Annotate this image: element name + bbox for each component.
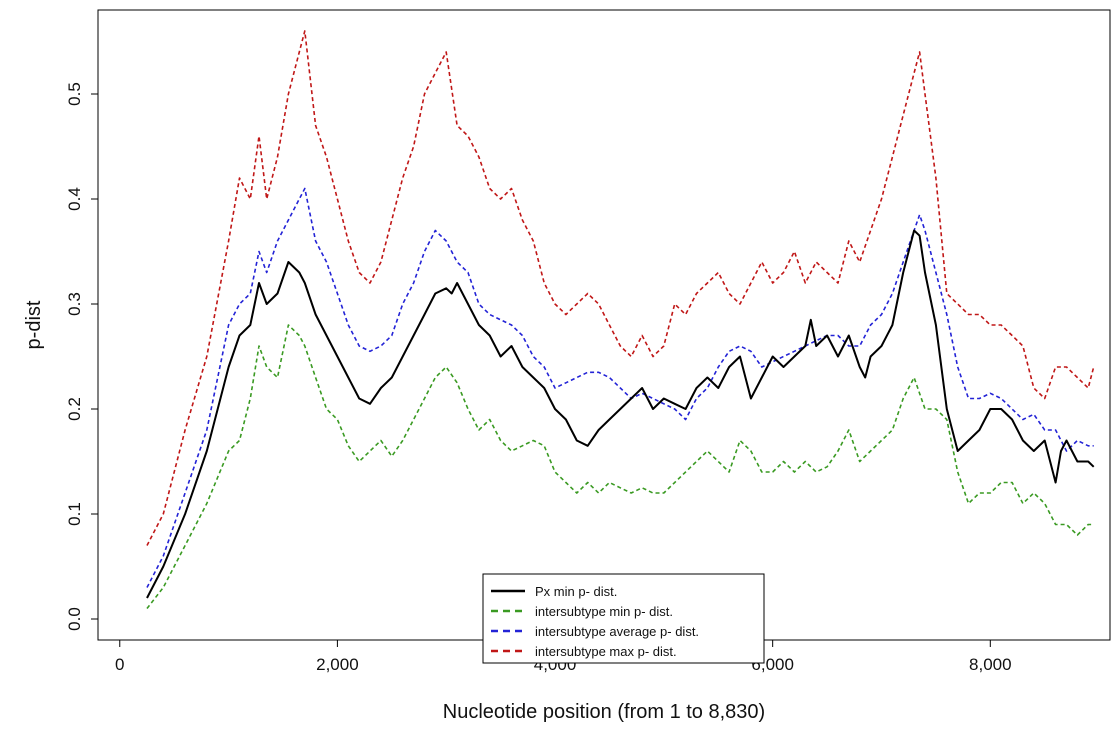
legend-label-0: Px min p- dist. (535, 584, 617, 599)
series-line-3 (146, 30, 1095, 546)
y-axis-label: p-dist (23, 300, 45, 349)
series-layer (146, 30, 1095, 609)
series-line-2 (146, 187, 1094, 588)
y-tick-label: 0.5 (65, 82, 84, 106)
x-tick-label: 2,000 (316, 655, 359, 674)
legend: Px min p- dist. intersubtype min p- dist.… (482, 573, 765, 664)
y-tick-label: 0.0 (65, 607, 84, 631)
x-axis: 0 2,000 4,000 6,000 8,000 (115, 640, 1012, 674)
series-line-0 (146, 229, 1095, 599)
x-axis-label: Nucleotide position (from 1 to 8,830) (443, 701, 765, 723)
y-tick-label: 0.4 (65, 187, 84, 211)
y-tick-label: 0.3 (65, 292, 84, 316)
x-tick-label: 0 (115, 655, 124, 674)
legend-box (482, 573, 765, 664)
y-tick-label: 0.1 (65, 502, 84, 526)
x-tick-label: 8,000 (969, 655, 1012, 674)
y-tick-label: 0.2 (65, 397, 84, 421)
y-axis: 0.0 0.1 0.2 0.3 0.4 0.5 (65, 82, 98, 631)
series-line-1 (146, 324, 1094, 609)
legend-label-2: intersubtype average p- dist. (535, 624, 699, 639)
legend-label-1: intersubtype min p- dist. (535, 604, 673, 619)
legend-label-3: intersubtype max p- dist. (535, 644, 677, 659)
